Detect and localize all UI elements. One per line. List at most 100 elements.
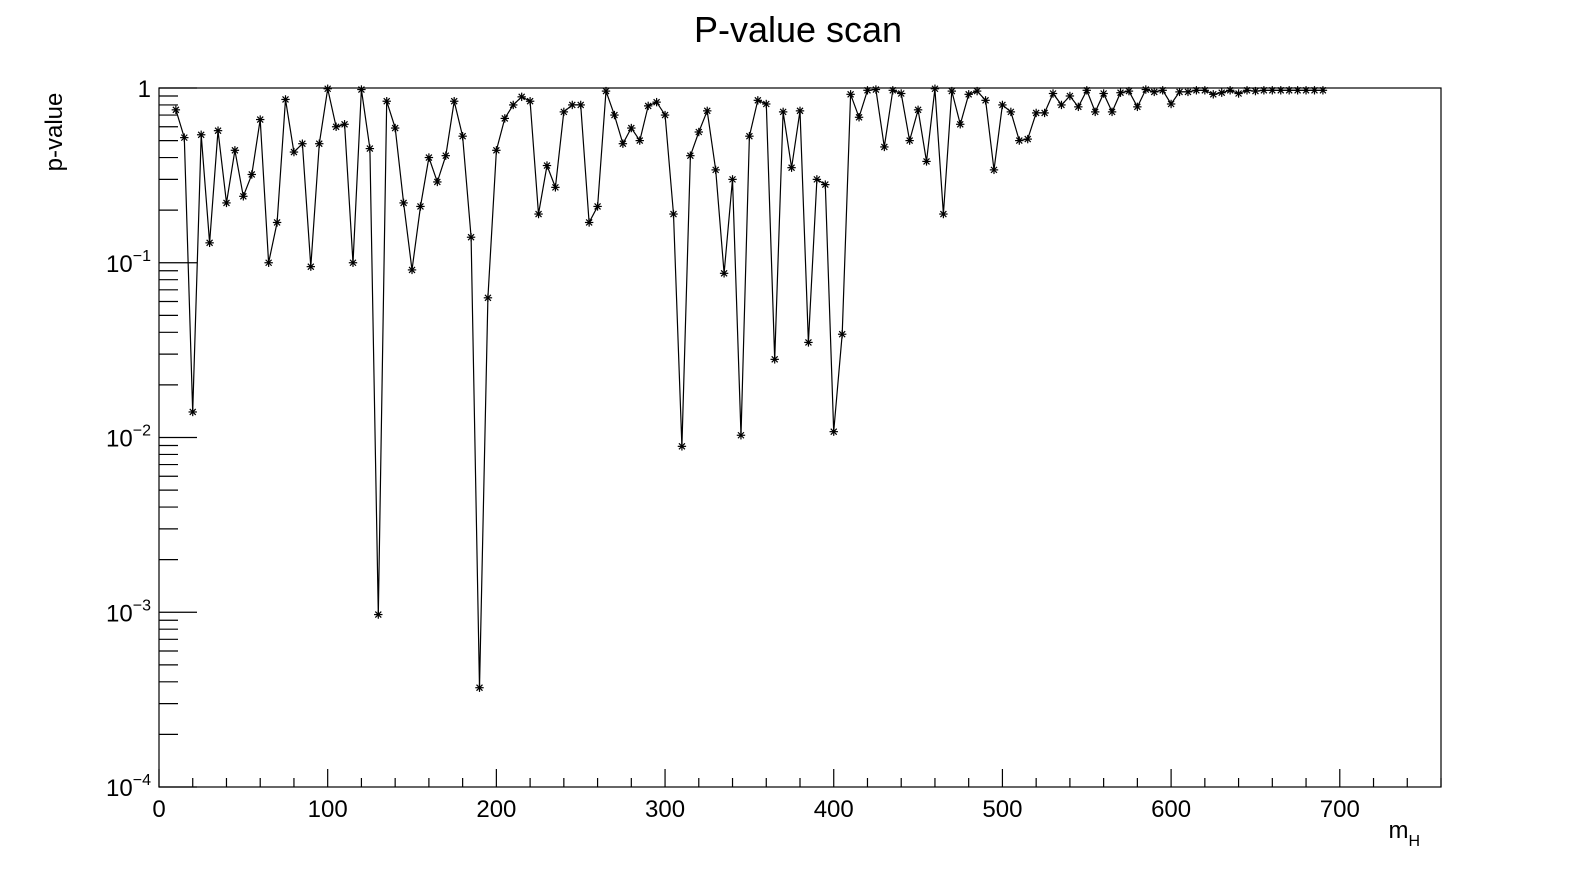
data-point xyxy=(1006,107,1016,117)
data-point xyxy=(972,86,982,96)
data-point xyxy=(694,127,703,137)
data-point xyxy=(643,101,653,111)
y-tick-base: 1 xyxy=(138,76,151,103)
data-point xyxy=(1090,107,1100,117)
chart-title: P-value scan xyxy=(694,9,902,50)
data-point xyxy=(390,123,400,133)
data-point xyxy=(770,355,779,364)
data-point xyxy=(1284,86,1294,95)
data-point xyxy=(1082,86,1091,95)
y-tick-base: 10 xyxy=(106,775,133,802)
data-point xyxy=(821,180,830,189)
data-point xyxy=(483,293,493,303)
y-tick-label: 10−4 xyxy=(106,772,151,802)
data-point xyxy=(686,151,695,160)
data-point xyxy=(509,100,518,110)
y-tick-exponent: −4 xyxy=(133,772,151,789)
x-tick-label: 300 xyxy=(645,796,685,823)
data-point xyxy=(888,86,897,95)
data-point xyxy=(829,427,838,436)
data-point xyxy=(1242,86,1252,95)
data-point xyxy=(1158,86,1167,95)
x-tick-label: 100 xyxy=(308,796,348,823)
data-point xyxy=(1175,87,1184,97)
x-tick-label: 500 xyxy=(982,796,1022,823)
x-tick-label: 0 xyxy=(152,796,165,823)
data-point xyxy=(1166,99,1176,109)
data-point xyxy=(1057,100,1066,110)
data-point xyxy=(854,113,864,122)
data-point xyxy=(871,85,881,94)
data-point xyxy=(1023,134,1032,144)
y-axis-title: p-value xyxy=(41,93,68,172)
data-point xyxy=(1225,86,1235,95)
data-point xyxy=(180,133,189,142)
data-point xyxy=(913,105,923,115)
data-point xyxy=(736,431,746,440)
data-point xyxy=(239,192,248,201)
data-point xyxy=(601,86,611,96)
data-point xyxy=(1200,86,1210,95)
data-point xyxy=(593,202,602,211)
data-point xyxy=(1192,86,1201,95)
data-point xyxy=(863,86,872,95)
data-point xyxy=(306,262,316,271)
data-point xyxy=(1015,136,1024,145)
x-axis-title-sub: H xyxy=(1408,833,1420,850)
data-point xyxy=(1040,108,1049,118)
data-point xyxy=(1133,102,1142,112)
data-point xyxy=(576,100,585,110)
data-point xyxy=(627,123,636,133)
data-point xyxy=(331,122,341,131)
data-point xyxy=(939,209,948,219)
data-point xyxy=(289,147,299,157)
y-tick-base: 10 xyxy=(106,426,133,453)
data-point xyxy=(703,106,712,116)
data-point xyxy=(947,86,957,96)
y-tick-label: 10−1 xyxy=(106,248,151,278)
data-point xyxy=(230,146,240,155)
data-point xyxy=(1293,86,1302,95)
data-point xyxy=(348,258,358,267)
data-point xyxy=(728,175,737,184)
data-point xyxy=(1310,86,1319,95)
data-point xyxy=(610,110,619,120)
series-line xyxy=(175,88,1323,688)
y-tick-exponent: −2 xyxy=(133,423,151,440)
data-point xyxy=(964,90,973,99)
data-point xyxy=(433,177,442,187)
x-axis-title-main: m xyxy=(1388,817,1408,844)
data-point xyxy=(998,100,1007,110)
y-tick-label: 1 xyxy=(138,76,151,103)
data-point xyxy=(1217,88,1226,97)
data-point xyxy=(981,96,990,105)
data-point xyxy=(407,265,417,275)
data-point xyxy=(1074,102,1083,112)
data-point xyxy=(559,107,569,117)
data-point xyxy=(1107,107,1117,117)
data-point xyxy=(1141,85,1151,94)
y-tick-exponent: −1 xyxy=(133,248,151,265)
data-point xyxy=(264,258,273,267)
y-tick-exponent: −3 xyxy=(133,597,151,614)
data-point xyxy=(1268,86,1277,95)
data-point xyxy=(719,269,729,278)
data-point xyxy=(525,97,535,106)
data-point xyxy=(618,139,628,148)
data-point xyxy=(365,144,375,153)
data-point xyxy=(492,146,501,155)
data-point xyxy=(449,97,459,106)
data-point xyxy=(1099,89,1108,98)
data-point xyxy=(635,136,644,145)
data-point xyxy=(652,97,661,107)
data-point xyxy=(1318,86,1328,95)
y-tick-label: 10−3 xyxy=(106,597,151,627)
series-p-value xyxy=(171,84,1328,692)
data-point xyxy=(584,218,594,227)
data-point xyxy=(1065,91,1075,101)
data-point xyxy=(357,85,366,94)
data-point xyxy=(795,106,805,116)
data-point xyxy=(660,110,670,120)
data-point xyxy=(989,165,999,175)
